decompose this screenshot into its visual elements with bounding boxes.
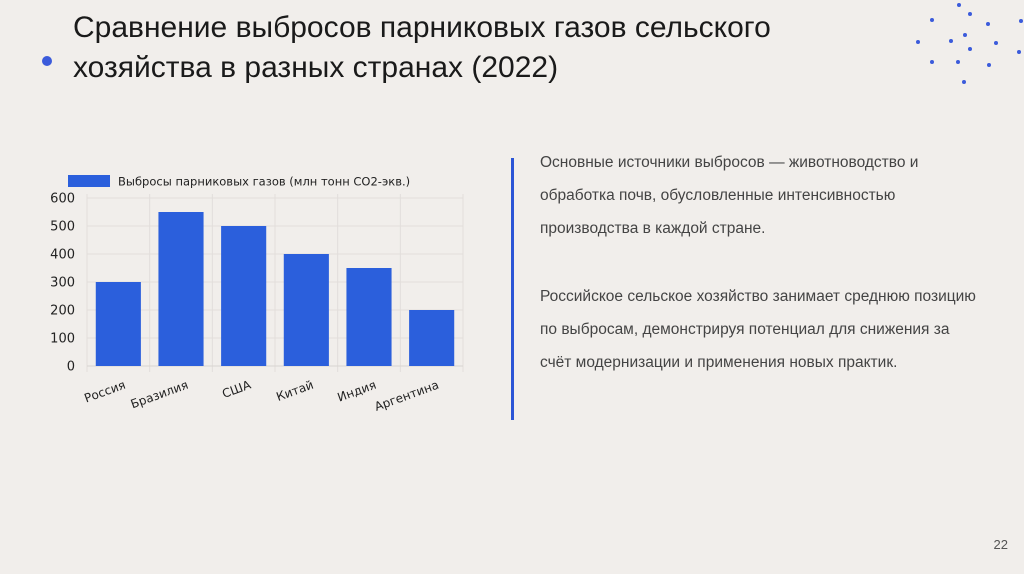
decor-dot-icon [930, 18, 934, 22]
bar-Аргентина [409, 310, 455, 366]
decor-dot-icon [963, 33, 967, 37]
y-tick-label: 100 [50, 332, 75, 347]
bar-Индия [346, 268, 392, 366]
decor-dot-icon [962, 80, 966, 84]
y-tick-label: 200 [50, 304, 75, 319]
decor-dot-icon [956, 60, 960, 64]
decor-dot-icon [1019, 19, 1023, 23]
bar-Россия [95, 282, 141, 366]
y-tick-label: 400 [50, 248, 75, 263]
bar-Бразилия [158, 212, 204, 366]
x-tick-label: Россия [82, 378, 127, 406]
x-tick-label: Бразилия [129, 378, 190, 412]
bar-Китай [283, 254, 329, 366]
decor-dot-icon [916, 40, 920, 44]
y-tick-label: 0 [67, 360, 75, 375]
decor-dot-icon [968, 47, 972, 51]
x-tick-label: США [220, 377, 253, 400]
x-tick-label: Аргентина [373, 378, 441, 414]
x-tick-label: Китай [274, 378, 315, 404]
legend-swatch [68, 175, 110, 187]
y-tick-label: 300 [50, 276, 75, 291]
decor-dot-icon [957, 3, 961, 7]
paragraph-russia: Российское сельское хозяйство занимает с… [540, 288, 976, 371]
decor-dot-icon [1017, 50, 1021, 54]
decor-dot-icon [949, 39, 953, 43]
decor-dot-icon [930, 60, 934, 64]
accent-divider [511, 158, 514, 420]
y-tick-label: 600 [50, 192, 75, 207]
decor-dot-icon [994, 41, 998, 45]
slide-title: Сравнение выбросов парниковых газов сель… [73, 11, 771, 84]
title-bullet-icon [42, 56, 52, 66]
legend-label: Выбросы парниковых газов (млн тонн CO2-э… [118, 175, 410, 189]
y-tick-label: 500 [50, 220, 75, 235]
bar-США [221, 226, 267, 366]
decor-dot-icon [986, 22, 990, 26]
paragraph-sources: Основные источники выбросов — животновод… [540, 154, 919, 237]
page-number: 22 [993, 537, 1008, 552]
decor-dot-icon [987, 63, 991, 67]
decor-dot-icon [968, 12, 972, 16]
